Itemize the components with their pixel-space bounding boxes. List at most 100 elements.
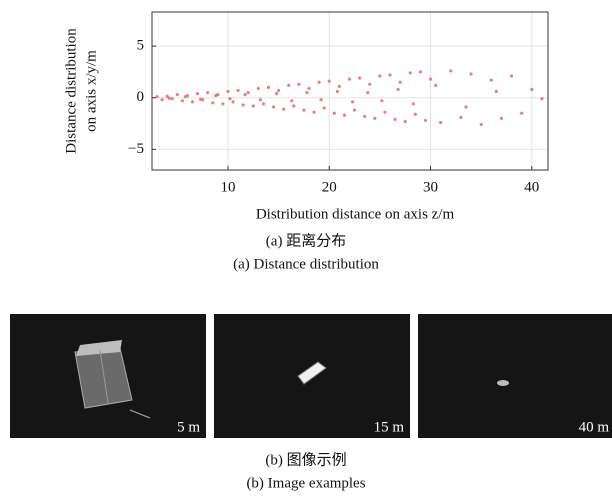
image-label: 15 m: [374, 419, 405, 435]
point: [228, 97, 232, 101]
image-panel: [418, 314, 612, 438]
point: [494, 89, 498, 94]
point: [408, 71, 412, 75]
point: [459, 115, 463, 119]
image-panel: [214, 314, 410, 438]
point: [428, 77, 433, 81]
point: [155, 95, 159, 99]
point: [287, 83, 291, 87]
point: [509, 74, 514, 78]
point: [317, 80, 321, 84]
y-axis-label: Distance distribution: [63, 28, 79, 154]
point: [282, 107, 286, 111]
point: [388, 73, 392, 77]
image-panel: [10, 314, 206, 438]
point: [464, 105, 468, 109]
point: [413, 112, 417, 116]
image-label: 5 m: [177, 419, 200, 435]
point: [352, 108, 357, 112]
x-tick-label: 20: [322, 179, 337, 195]
caption: (b) 图像示例: [265, 451, 346, 468]
point: [520, 111, 524, 115]
point: [211, 101, 215, 105]
x-tick-label: 40: [524, 179, 539, 195]
point: [175, 93, 179, 97]
point: [439, 120, 443, 125]
caption: (a) 距离分布: [266, 232, 346, 249]
point: [307, 86, 311, 91]
point: [292, 104, 296, 108]
point: [449, 69, 453, 73]
y-tick-label: 5: [137, 38, 145, 54]
point: [312, 110, 316, 114]
point: [206, 90, 210, 95]
point: [231, 100, 235, 104]
point: [243, 93, 247, 97]
point: [396, 87, 400, 92]
point: [271, 105, 276, 109]
caption: (b) Image examples: [246, 475, 365, 491]
point: [350, 100, 355, 104]
point: [258, 98, 262, 102]
point: [383, 110, 387, 114]
point: [241, 103, 245, 107]
point: [297, 82, 301, 86]
point: [530, 87, 534, 92]
y-tick-label: −5: [128, 141, 144, 157]
point: [368, 82, 372, 86]
point: [332, 111, 336, 115]
point: [398, 80, 402, 84]
point: [469, 72, 473, 76]
point: [342, 113, 347, 117]
point: [433, 83, 438, 87]
point: [393, 117, 397, 121]
point: [214, 94, 218, 98]
point: [319, 98, 323, 102]
point: [327, 79, 331, 83]
point: [266, 85, 271, 89]
point: [335, 89, 339, 94]
point: [167, 96, 171, 100]
point: [366, 90, 370, 95]
point: [403, 119, 407, 124]
point: [251, 104, 255, 108]
point: [423, 118, 428, 123]
point: [256, 86, 260, 91]
point: [190, 100, 195, 104]
point: [540, 97, 544, 101]
point: [180, 99, 184, 103]
point: [199, 97, 203, 101]
point: [195, 91, 200, 96]
point: [499, 116, 504, 120]
point: [160, 98, 164, 102]
x-axis-label: Distribution distance on axis z/m: [256, 206, 455, 222]
point: [347, 77, 352, 81]
point: [489, 78, 493, 82]
point: [337, 84, 341, 88]
point: [274, 91, 279, 96]
y-axis-label: on axis x/y/m: [83, 50, 99, 132]
point: [302, 108, 306, 112]
point: [363, 114, 367, 118]
point: [305, 90, 309, 95]
point: [183, 95, 188, 99]
point: [418, 70, 422, 74]
x-tick-label: 30: [423, 179, 438, 195]
point: [261, 102, 266, 106]
point: [378, 74, 382, 78]
x-tick-label: 10: [220, 179, 235, 195]
point: [165, 94, 169, 98]
point: [226, 89, 230, 94]
point: [236, 88, 240, 93]
image-label: 40 m: [579, 419, 610, 435]
caption: (a) Distance distribution: [233, 256, 379, 272]
y-tick-label: 0: [137, 89, 145, 105]
point: [411, 102, 415, 106]
point: [479, 122, 483, 127]
point: [221, 102, 225, 106]
point: [322, 106, 326, 110]
point: [276, 88, 281, 93]
point: [170, 97, 174, 101]
point: [246, 90, 250, 95]
